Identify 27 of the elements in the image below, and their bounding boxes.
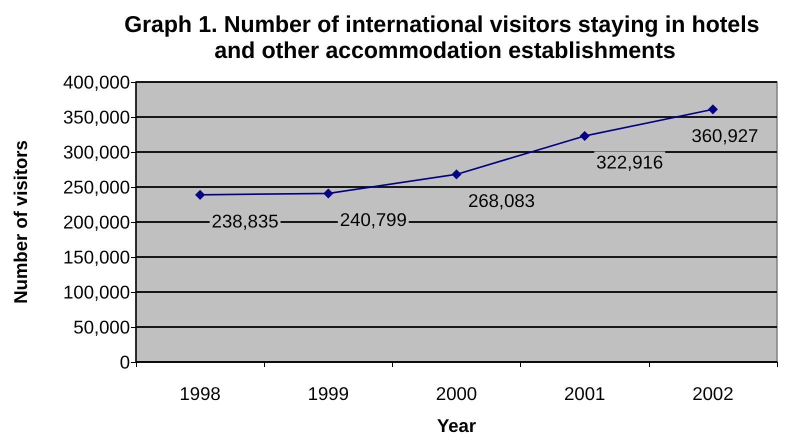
point <box>580 130 590 141</box>
data-label: 360,927 <box>691 124 758 146</box>
data-label: 238,835 <box>212 210 279 232</box>
data-label: 322,916 <box>596 151 664 172</box>
y-tick-label: 0 <box>120 352 130 372</box>
x-tick-label: 2001 <box>564 383 606 404</box>
x-tick-label: 1999 <box>308 383 349 404</box>
y-tick-label: 250,000 <box>63 176 130 198</box>
x-axis-title: Year <box>436 415 476 436</box>
point <box>323 188 334 198</box>
point <box>708 104 718 114</box>
x-tick-label: 1998 <box>180 383 221 404</box>
point <box>195 190 206 200</box>
data-label: 240,799 <box>340 208 407 230</box>
data-label: 268,083 <box>468 190 535 211</box>
point <box>452 169 462 180</box>
y-tick-label: 350,000 <box>63 106 130 128</box>
y-axis-title: Number of visitors <box>10 140 31 304</box>
y-tick-label: 150,000 <box>63 246 130 268</box>
y-tick-label: 100,000 <box>63 282 130 302</box>
chart-title: Graph 1. Number of international visitors staying in hotels and other accommodation establishments <box>124 11 766 63</box>
x-tick-label: 2000 <box>436 383 478 404</box>
y-tick-label: 300,000 <box>63 142 130 162</box>
y-tick-label: 200,000 <box>63 212 130 232</box>
y-tick-label: 50,000 <box>73 316 130 338</box>
y-tick-label: 400,000 <box>63 72 130 92</box>
x-tick-label: 2002 <box>692 383 734 404</box>
